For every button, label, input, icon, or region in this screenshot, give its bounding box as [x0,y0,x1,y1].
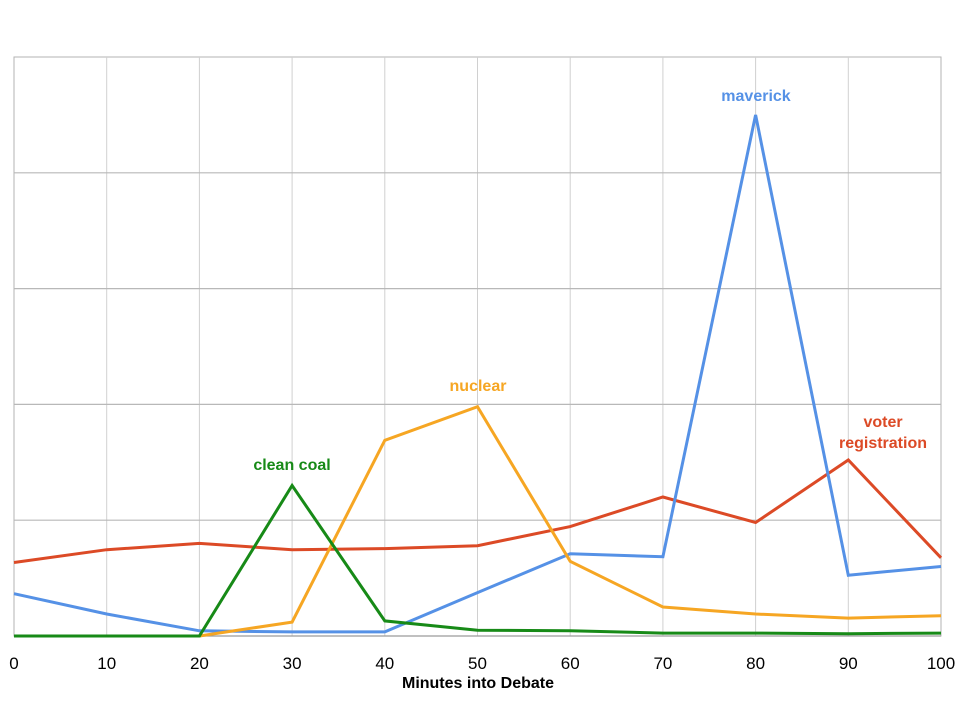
series-line-nuclear [199,404,942,638]
series-line-voter-registration [13,458,943,564]
series-label-maverick: maverick [721,88,790,105]
series-label-line: voter [863,414,902,431]
series-label-voter-registration: voter registration [839,414,927,452]
series-line-clean-coal [14,482,942,638]
x-tick-label: 90 [839,654,858,673]
series-labels: voter registration maverick nuclear clean co… [253,88,927,474]
x-axis-title: Minutes into Debate [402,675,554,692]
x-tick-label: 60 [561,654,580,673]
series-label-line: registration [839,435,927,452]
x-tick-label: 100 [927,654,955,673]
x-tick-label: 0 [9,654,18,673]
series-label-nuclear: nuclear [450,378,507,395]
x-axis-tick-labels: 0 10 20 30 40 50 60 70 80 90 100 [9,654,955,673]
x-tick-label: 50 [468,654,487,673]
series-label-line: nuclear [450,378,507,395]
series-lines [13,114,943,638]
series-line-maverick [13,114,942,634]
series-label-line: maverick [721,88,790,105]
x-tick-label: 40 [375,654,394,673]
series-label-line: clean coal [253,457,330,474]
x-tick-label: 30 [283,654,302,673]
x-tick-label: 70 [653,654,672,673]
x-tick-label: 20 [190,654,209,673]
series-label-clean-coal: clean coal [253,457,330,474]
x-tick-label: 10 [97,654,116,673]
x-tick-label: 80 [746,654,765,673]
